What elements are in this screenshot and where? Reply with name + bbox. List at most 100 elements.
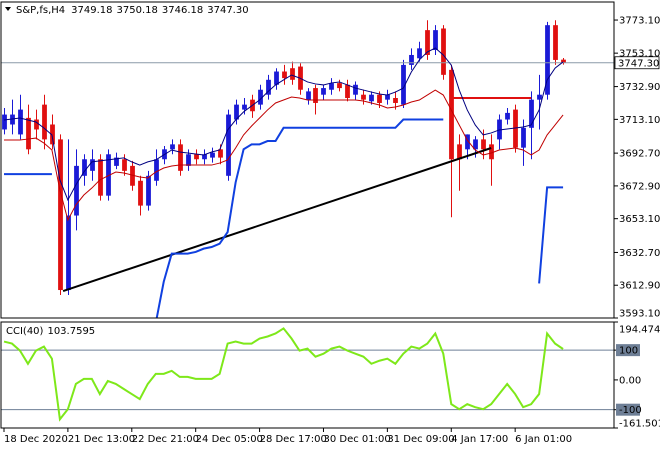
indicator-header: CCI(40) 103.7595 [6, 326, 95, 337]
y-tick-label: 3753.10 [619, 49, 660, 60]
plot-area [1, 327, 614, 422]
candle-body [473, 139, 478, 150]
candle-body [234, 104, 239, 120]
indicator-title: CCI(40) [6, 326, 44, 337]
candle-body [329, 83, 334, 90]
candle-body [194, 154, 199, 160]
chart-header: S&P,fs,H4 3749.18 3750.18 3746.18 3747.30 [16, 5, 249, 16]
candle-body [114, 157, 119, 166]
candle-body [433, 30, 438, 51]
x-tick-label: 6 Jan 01:00 [515, 434, 572, 445]
candle-body [465, 134, 470, 150]
candle-body [98, 159, 103, 196]
candle-body [441, 28, 446, 75]
candle-body [521, 127, 526, 148]
x-tick-label: 31 Dec 09:00 [387, 434, 454, 445]
candle-body [417, 48, 422, 59]
candle-body [290, 68, 295, 80]
current-price-box [614, 56, 660, 70]
candle-body [210, 152, 215, 158]
candle-body [74, 165, 79, 216]
candle-body [186, 154, 191, 166]
y-tick-label: 3653.10 [619, 214, 660, 225]
candle-body [513, 109, 518, 148]
candle-body [545, 25, 550, 95]
indicator-line [155, 118, 444, 318]
candle-body [306, 91, 311, 100]
indicator-line [538, 186, 564, 284]
candle-body [106, 154, 111, 196]
y-tick-label: 3773.10 [619, 16, 660, 27]
candle-body [266, 79, 271, 95]
candle-body [10, 114, 15, 125]
candle-body [26, 117, 31, 150]
candle-body [401, 64, 406, 105]
indicator-line [4, 89, 564, 222]
candle-body [385, 94, 390, 100]
indicator-line [3, 47, 564, 202]
candle-body [258, 89, 263, 105]
candle-body [481, 139, 486, 150]
candle-body [50, 124, 55, 145]
candle-body [553, 25, 558, 60]
candle-body [282, 71, 287, 79]
y-tick-label: 100 [619, 346, 638, 357]
candle-body [425, 30, 430, 55]
current-price-label: 3747.30 [618, 58, 659, 69]
level-label-box [616, 344, 640, 357]
y-tick-label: 3732.90 [619, 82, 660, 93]
panel-frame [0, 1, 615, 319]
candle-body [457, 144, 462, 160]
candle-body [353, 84, 358, 95]
y-tick-label: 194.4746 [619, 325, 660, 336]
candle-body [369, 94, 374, 102]
y-tick-label: 3713.10 [619, 115, 660, 126]
candle-body [178, 144, 183, 171]
candle-body [90, 159, 95, 171]
candle-body [361, 94, 366, 100]
y-tick-label: 3593.10 [619, 309, 660, 320]
candle-body [449, 69, 454, 160]
candle-body [409, 54, 414, 65]
candle-body [154, 159, 159, 181]
candle-body [274, 71, 279, 85]
x-tick-label: 21 Dec 13:00 [68, 434, 135, 445]
candle-body [18, 109, 23, 135]
candle-body [34, 119, 39, 130]
candle-body [393, 98, 398, 103]
x-tick-label: 28 Dec 17:00 [260, 434, 327, 445]
candle-body [146, 175, 151, 206]
y-tick-label: 3692.70 [619, 149, 660, 160]
candle-body [337, 83, 342, 89]
open-value: 3749.18 [71, 5, 112, 16]
x-tick-label: 24 Dec 05:00 [196, 434, 263, 445]
candle-body [313, 88, 318, 103]
y-tick-label: 3612.90 [619, 281, 660, 292]
level-label-box [616, 403, 640, 416]
candle-body [561, 59, 566, 63]
candle-body [82, 159, 87, 176]
candle-body [377, 94, 382, 103]
x-tick-label: 18 Dec 2020 [4, 434, 68, 445]
close-value: 3747.30 [207, 5, 248, 16]
indicator-line [3, 327, 564, 422]
candle-body [345, 84, 350, 99]
trend-line [62, 147, 492, 292]
y-tick-label: -100 [619, 405, 642, 416]
x-tick-label: 30 Dec 01:00 [323, 434, 390, 445]
candle-body [58, 139, 63, 291]
candle-body [218, 149, 223, 158]
candle-body [529, 99, 534, 128]
y-tick-label: 3632.70 [619, 248, 660, 259]
y-tick-label: -161.5014 [619, 419, 660, 430]
candle-body [170, 144, 175, 150]
candle-body [489, 144, 494, 160]
panel-frame [0, 321, 615, 429]
candle-body [226, 114, 231, 176]
x-tick-label: 4 Jan 17:00 [451, 434, 508, 445]
low-value: 3746.18 [162, 5, 203, 16]
menu-arrow [5, 7, 11, 11]
